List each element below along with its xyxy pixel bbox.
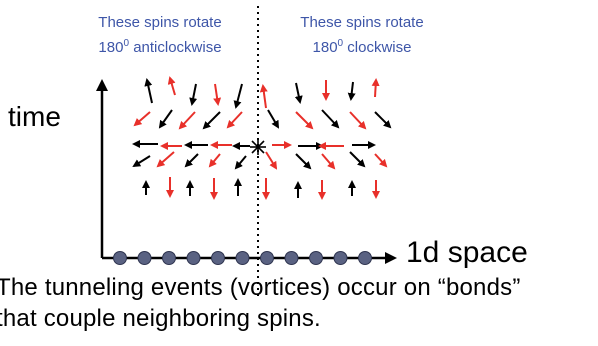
spin-arrow-black [350, 152, 364, 166]
spin-arrow-red [322, 154, 334, 168]
note-right-line2: 1800 clockwise [272, 33, 452, 58]
spin-arrow-red [228, 112, 242, 127]
spin-arrow-black [351, 82, 353, 99]
note-left-direction: anticlockwise [133, 39, 221, 56]
spin-arrow-red [170, 78, 175, 95]
lattice-site [163, 252, 176, 265]
spin-arrow-black [268, 110, 278, 127]
spin-arrow-black [186, 154, 198, 166]
note-right-line1: These spins rotate [272, 12, 452, 33]
spin-arrow-red [266, 152, 276, 168]
lattice-site [138, 252, 151, 265]
lattice-site [334, 252, 347, 265]
spin-arrow-red [210, 154, 220, 166]
lattice-site [114, 252, 127, 265]
note-right-direction: clockwise [347, 39, 411, 56]
note-left-line1: These spins rotate [70, 12, 250, 33]
spin-arrow-red [350, 112, 365, 128]
spin-arrow-black [322, 110, 338, 127]
lattice-site [359, 252, 372, 265]
note-right-degree-sup: 0 [338, 38, 344, 49]
spin-arrow-black [296, 154, 310, 168]
spin-arrow-red [296, 112, 312, 128]
spin-arrow-red [375, 154, 386, 166]
time-axis-label: time [8, 101, 61, 133]
spin-arrows [134, 78, 390, 198]
lattice-site [285, 252, 298, 265]
lattice-site [212, 252, 225, 265]
lattice-site [261, 252, 274, 265]
vortex-star [250, 139, 266, 155]
spin-arrow-black [134, 156, 150, 166]
spin-arrow-red [158, 152, 174, 166]
caption-line-1: The tunneling events (vortices) occur on… [0, 274, 521, 302]
note-clockwise: These spins rotate 1800 clockwise [272, 12, 452, 58]
spin-arrow-red [180, 112, 195, 128]
lattice-site [187, 252, 200, 265]
spin-arrow-red [263, 86, 266, 108]
note-anticlockwise: These spins rotate 1800 anticlockwise [70, 12, 250, 58]
spin-arrow-black [296, 83, 300, 102]
lattice-site [310, 252, 323, 265]
note-right-degrees: 180 [313, 39, 338, 56]
spin-arrow-black [236, 84, 242, 107]
spin-arrow-red [375, 80, 376, 97]
space-axis-label: 1d space [406, 236, 528, 270]
spin-arrow-black [236, 156, 246, 168]
spin-arrow-black [192, 84, 196, 104]
spin-arrow-black [375, 112, 390, 127]
spin-arrow-black [160, 110, 172, 127]
spin-arrow-black [147, 80, 152, 103]
note-left-degree-sup: 0 [123, 38, 129, 49]
note-left-line2: 1800 anticlockwise [70, 33, 250, 58]
spin-arrow-black [204, 112, 220, 128]
spin-arrow-red [135, 112, 150, 125]
spin-arrow-red [215, 84, 218, 104]
note-left-degrees: 180 [98, 39, 123, 56]
lattice-site [236, 252, 249, 265]
caption-line-2: that couple neighboring spins. [0, 305, 321, 333]
